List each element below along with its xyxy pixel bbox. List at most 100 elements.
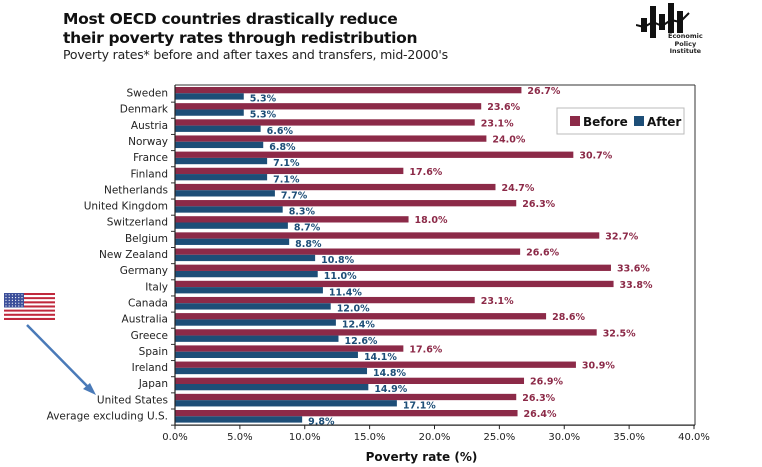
- bar-before: [175, 361, 576, 368]
- bar-group-sweden: [175, 87, 522, 100]
- x-tick-label: 25.0%: [483, 432, 515, 443]
- value-label-after: 14.8%: [373, 368, 406, 379]
- category-label: Austria: [131, 120, 168, 132]
- category-label: Average excluding U.S.: [47, 411, 168, 423]
- bar-after: [175, 222, 288, 229]
- bar-after: [175, 254, 316, 262]
- bar-group-ireland: [175, 361, 576, 375]
- bar-before: [175, 296, 475, 304]
- bar-group-canada: [175, 296, 475, 310]
- value-label-before: 30.9%: [582, 361, 615, 372]
- value-label-after: 7.1%: [273, 174, 300, 185]
- bar-after: [175, 238, 290, 245]
- value-label-before: 33.8%: [620, 280, 653, 291]
- x-tick-label: 0.0%: [162, 432, 187, 443]
- category-label: Norway: [128, 136, 168, 148]
- bar-after: [175, 384, 369, 391]
- chart-subtitle: Poverty rates* before and after taxes an…: [63, 47, 448, 62]
- bar-before: [175, 410, 518, 417]
- bar-group-australia: [175, 313, 547, 326]
- bar-after: [175, 109, 244, 116]
- category-label: Japan: [138, 378, 168, 390]
- bar-after: [175, 206, 283, 213]
- value-label-before: 23.1%: [481, 296, 514, 307]
- bar-before: [175, 135, 487, 142]
- bar-before: [175, 167, 404, 175]
- bar-group-united-states: [175, 393, 517, 407]
- category-label: Netherlands: [104, 184, 168, 196]
- bar-group-denmark: [175, 103, 482, 116]
- annotation-arrow-icon: [26, 324, 96, 395]
- value-label-after: 8.7%: [294, 223, 321, 234]
- bar-group-finland: [175, 167, 404, 181]
- bar-group-average-excluding-u-s-: [175, 410, 518, 423]
- bar-group-italy: [175, 280, 614, 294]
- bar-before: [175, 232, 600, 239]
- bar-group-germany: [175, 264, 611, 278]
- bar-after: [175, 93, 244, 100]
- bar-before: [175, 329, 597, 336]
- category-label: Italy: [145, 281, 168, 293]
- value-label-before: 32.5%: [603, 328, 636, 339]
- bar-before: [175, 264, 611, 271]
- bar-after: [175, 400, 397, 407]
- bar-group-austria: [175, 119, 475, 132]
- x-tick-label: 10.0%: [289, 432, 321, 443]
- x-axis-title: Poverty rate (%): [366, 450, 478, 464]
- bar-group-switzerland: [175, 216, 409, 229]
- category-label: Ireland: [132, 362, 168, 374]
- value-label-after: 6.6%: [267, 126, 294, 137]
- bar-group-japan: [175, 377, 525, 391]
- bar-before: [175, 313, 547, 320]
- value-label-after: 8.3%: [289, 207, 316, 218]
- value-label-after: 12.6%: [344, 336, 377, 347]
- bar-group-belgium: [175, 232, 600, 245]
- category-label: Canada: [128, 297, 168, 309]
- legend-swatch-before: [570, 116, 580, 126]
- value-label-before: 33.6%: [617, 264, 650, 275]
- bar-group-france: [175, 151, 574, 165]
- category-label: United Kingdom: [84, 201, 168, 213]
- bar-before: [175, 87, 522, 94]
- value-label-before: 26.4%: [524, 409, 557, 420]
- bar-group-greece: [175, 329, 597, 342]
- value-label-after: 6.8%: [269, 142, 296, 153]
- bar-after: [175, 190, 275, 197]
- bar-before: [175, 119, 475, 126]
- bar-after: [175, 335, 339, 342]
- category-label: Spain: [139, 346, 168, 358]
- value-label-before: 28.6%: [552, 312, 585, 323]
- value-label-after: 11.0%: [324, 271, 357, 282]
- bar-after: [175, 351, 358, 358]
- category-label: Sweden: [127, 88, 169, 100]
- bar-after: [175, 174, 268, 181]
- value-label-before: 26.3%: [522, 199, 555, 210]
- x-tick-label: 5.0%: [227, 432, 252, 443]
- x-tick-label: 20.0%: [419, 432, 451, 443]
- category-label: France: [133, 152, 168, 164]
- bar-before: [175, 345, 404, 352]
- value-label-after: 12.0%: [337, 303, 370, 314]
- x-tick-label: 35.0%: [613, 432, 645, 443]
- value-label-before: 17.6%: [409, 167, 442, 178]
- category-label: Greece: [131, 330, 168, 342]
- value-label-after: 10.8%: [321, 255, 354, 266]
- bar-after: [175, 303, 331, 310]
- value-label-after: 7.1%: [273, 158, 300, 169]
- bar-after: [175, 287, 323, 294]
- value-label-before: 30.7%: [579, 151, 612, 162]
- category-label: Denmark: [120, 104, 169, 116]
- value-label-before: 26.3%: [522, 393, 555, 404]
- value-label-before: 23.1%: [481, 118, 514, 129]
- epi-logo-icon: [636, 3, 690, 38]
- united-states-flag-icon: [4, 293, 55, 320]
- epi-logo-text: Economic Policy Institute: [668, 32, 703, 56]
- value-label-before: 26.9%: [530, 377, 563, 388]
- logo-line3: Institute: [669, 47, 702, 55]
- bar-after: [175, 270, 318, 278]
- bar-after: [175, 157, 268, 165]
- bar-group-netherlands: [175, 183, 496, 197]
- value-label-before: 26.6%: [526, 248, 559, 259]
- logo-line2: Policy: [674, 39, 697, 48]
- category-label: Germany: [120, 265, 168, 277]
